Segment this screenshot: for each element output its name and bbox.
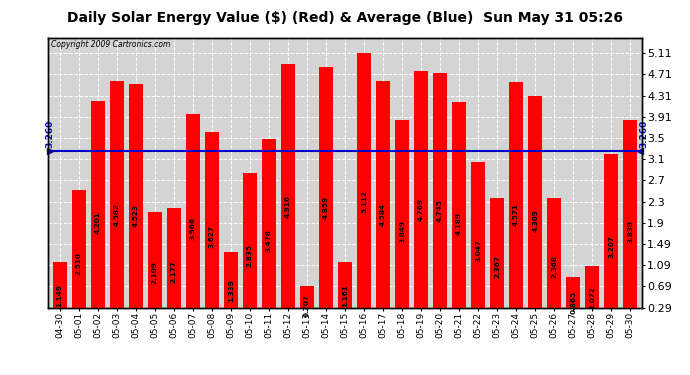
Bar (604, 154, 618, 323)
Bar (528, 96, 542, 323)
Bar (376, 81, 390, 323)
Bar (186, 114, 200, 323)
Bar (490, 198, 504, 323)
Text: 3.047: 3.047 (475, 239, 481, 262)
Text: Daily Solar Energy Value ($) (Red) & Average (Blue)  Sun May 31 05:26: Daily Solar Energy Value ($) (Red) & Ave… (67, 11, 623, 25)
Bar (224, 252, 238, 323)
Text: 4.916: 4.916 (285, 195, 291, 217)
Text: 4.745: 4.745 (437, 199, 443, 222)
Text: 2.510: 2.510 (76, 252, 81, 274)
Text: 2.835: 2.835 (247, 244, 253, 267)
Text: 1.161: 1.161 (342, 284, 348, 307)
Text: 0.707: 0.707 (304, 295, 310, 317)
Text: 4.523: 4.523 (132, 204, 139, 227)
Text: 1.339: 1.339 (228, 280, 234, 303)
Text: 2.177: 2.177 (171, 260, 177, 282)
Bar (338, 262, 352, 323)
Bar (110, 81, 124, 323)
Bar (72, 190, 86, 323)
Text: 1.149: 1.149 (57, 284, 63, 307)
Text: 4.571: 4.571 (513, 203, 519, 226)
Bar (471, 162, 485, 323)
Bar (414, 71, 428, 323)
Bar (148, 211, 162, 323)
Bar (547, 198, 562, 323)
Bar (300, 285, 314, 323)
Bar (205, 132, 219, 323)
Bar (566, 277, 580, 323)
Text: 4.769: 4.769 (418, 198, 424, 221)
Bar (623, 120, 638, 323)
Bar (357, 53, 371, 323)
Text: 2.109: 2.109 (152, 261, 158, 284)
Text: 3.478: 3.478 (266, 229, 272, 252)
Text: Copyright 2009 Cartronics.com: Copyright 2009 Cartronics.com (51, 40, 170, 49)
Text: 4.582: 4.582 (114, 202, 120, 225)
Text: 3.966: 3.966 (190, 217, 196, 240)
Bar (52, 262, 67, 323)
Text: 3.260: 3.260 (639, 120, 648, 148)
Text: 4.859: 4.859 (323, 196, 329, 219)
Bar (319, 66, 333, 323)
Text: 2.368: 2.368 (551, 255, 558, 278)
Bar (262, 140, 276, 323)
Text: 3.627: 3.627 (209, 225, 215, 248)
Text: 3.260: 3.260 (46, 120, 55, 148)
Text: 4.189: 4.189 (456, 212, 462, 235)
Text: 4.201: 4.201 (95, 212, 101, 234)
Bar (433, 73, 447, 323)
Text: 1.072: 1.072 (589, 286, 595, 309)
Bar (395, 120, 409, 323)
Bar (509, 82, 523, 323)
Bar (585, 266, 600, 323)
Bar (281, 63, 295, 323)
Bar (167, 208, 181, 323)
Bar (128, 84, 143, 323)
Bar (90, 101, 105, 323)
Text: 0.865: 0.865 (570, 291, 576, 314)
Text: 4.584: 4.584 (380, 202, 386, 225)
Text: 3.207: 3.207 (609, 236, 614, 258)
Bar (452, 102, 466, 323)
Bar (243, 173, 257, 323)
Text: 3.849: 3.849 (399, 220, 405, 243)
Text: 5.112: 5.112 (361, 190, 367, 213)
Text: 2.367: 2.367 (494, 255, 500, 278)
Text: 3.839: 3.839 (627, 220, 633, 243)
Text: 4.309: 4.309 (532, 209, 538, 232)
